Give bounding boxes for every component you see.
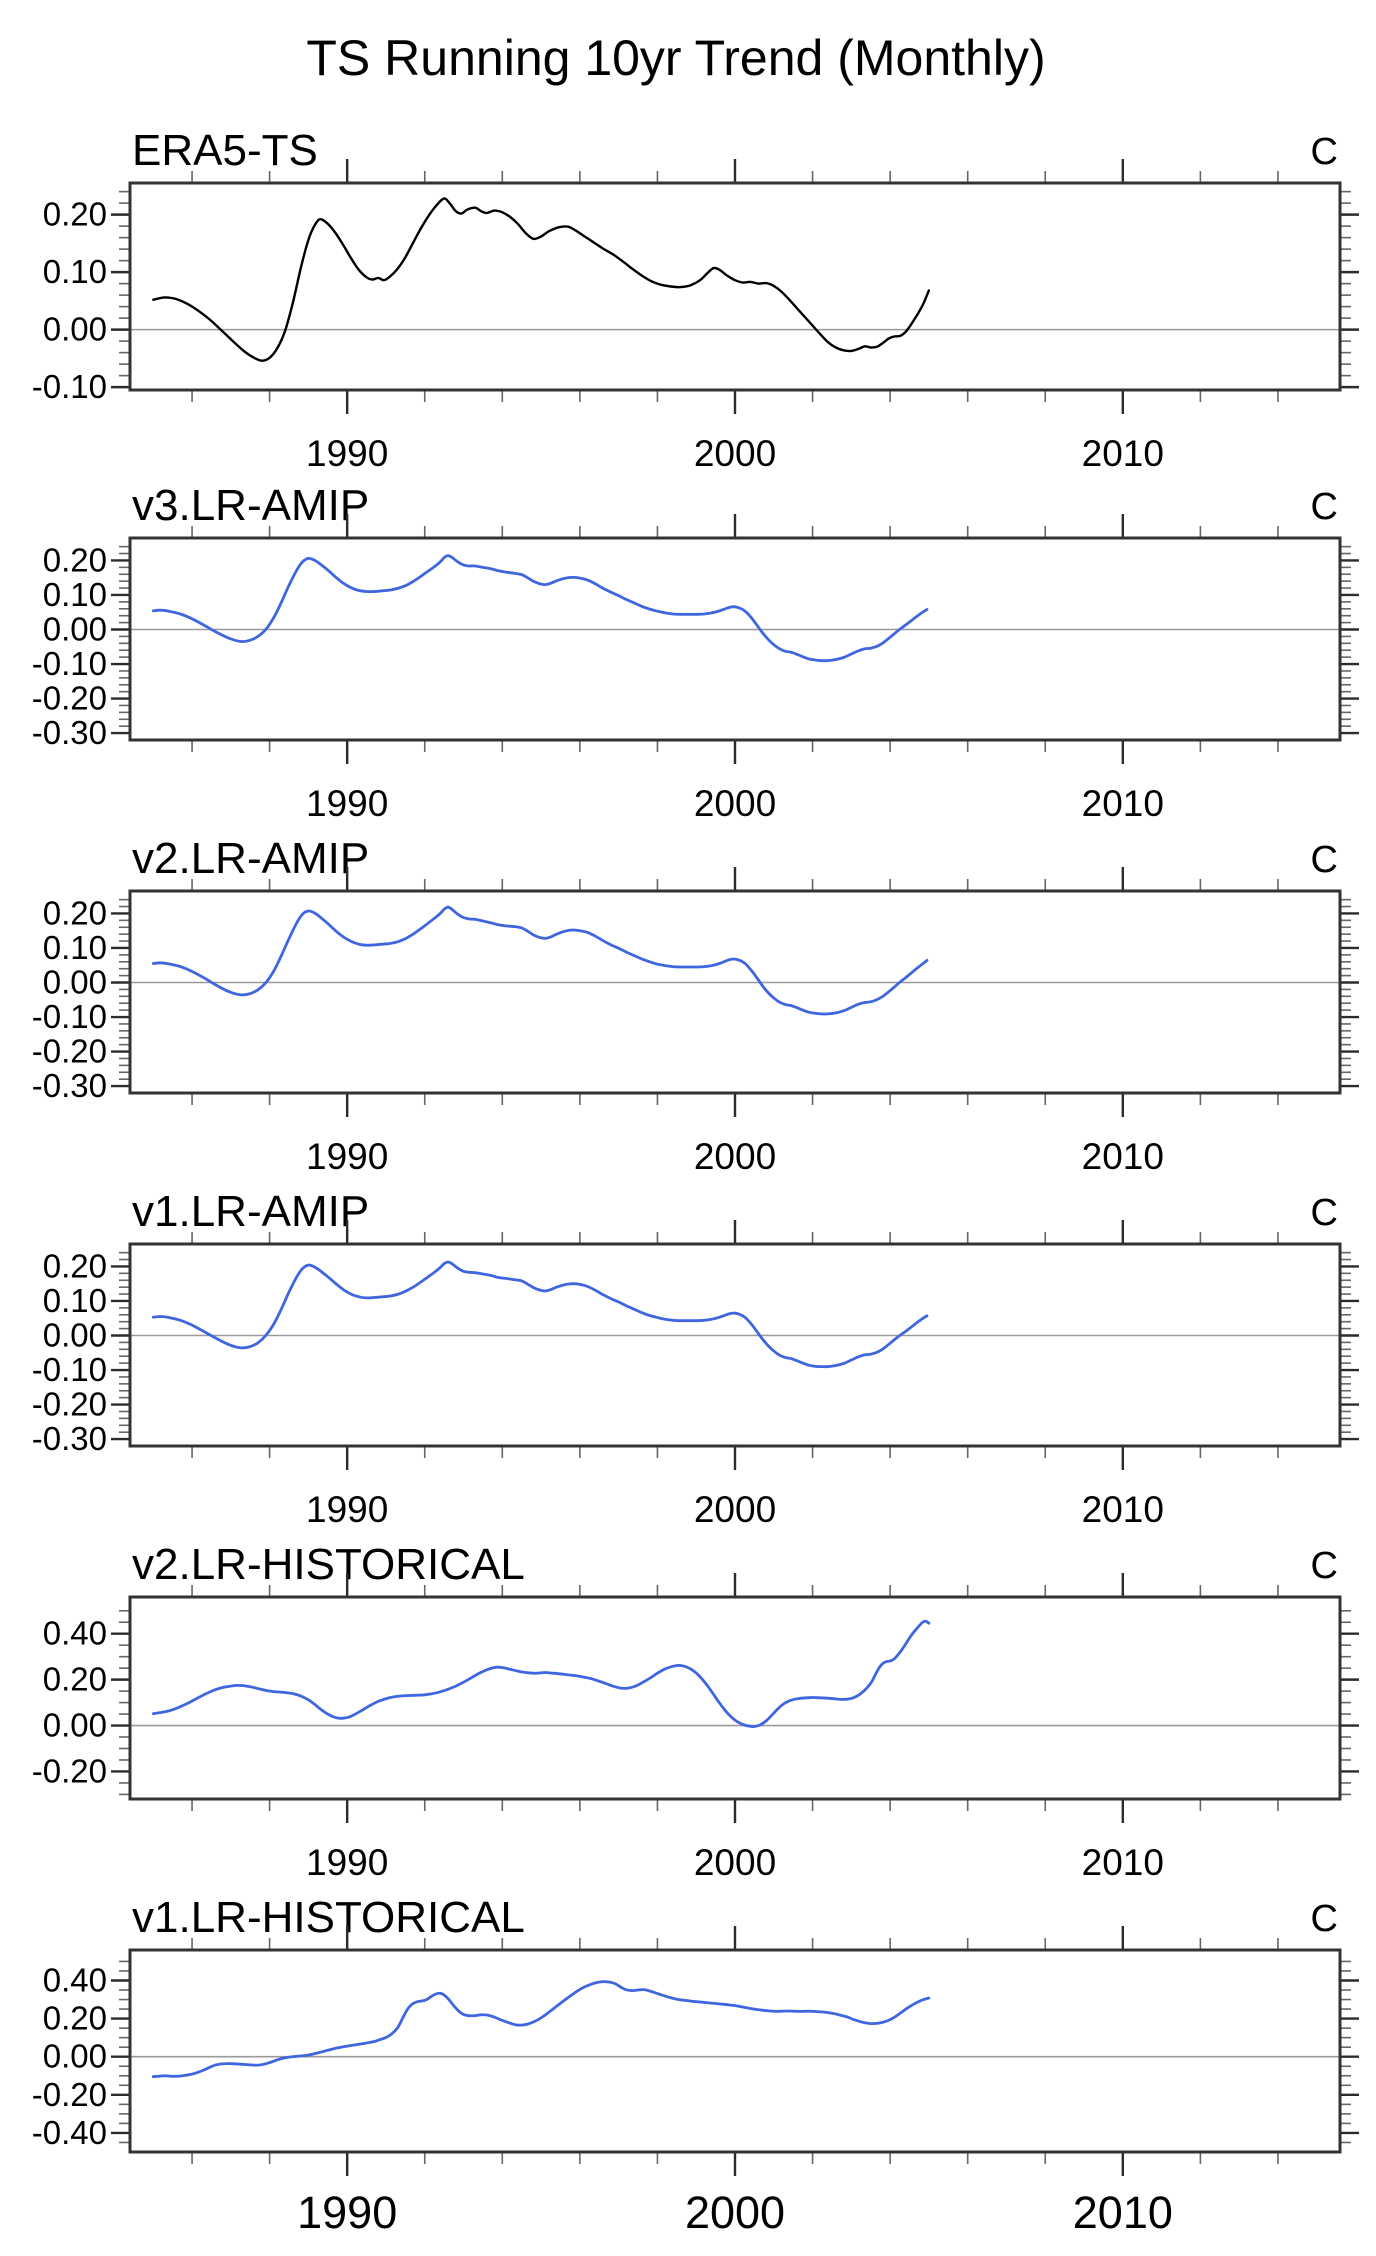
y-tick-label: -0.30 xyxy=(32,1067,107,1104)
panel-title: v3.LR-AMIP xyxy=(132,481,370,530)
y-tick-label: 0.20 xyxy=(43,1247,107,1284)
panel-v3-lr-amip: 0.200.100.00-0.10-0.20-0.30 1990 2000 2010 xyxy=(32,514,1359,824)
x-tick-label: 2010 xyxy=(1082,783,1164,824)
series-line-v1-lr-amip xyxy=(151,1260,929,1369)
y-tick-label: 0.00 xyxy=(43,1317,107,1354)
y-tick-label: -0.10 xyxy=(32,998,107,1035)
unit-label: C xyxy=(1310,131,1338,173)
x-tick-label: 1990 xyxy=(306,1136,388,1177)
x-tick-label: 2000 xyxy=(694,1842,776,1883)
panel-title: v2.LR-HISTORICAL xyxy=(132,1540,525,1589)
x-tick-label: 2010 xyxy=(1082,1489,1164,1530)
unit-label: C xyxy=(1310,486,1338,528)
page-title: TS Running 10yr Trend (Monthly) xyxy=(306,30,1046,86)
y-tick-label: 0.00 xyxy=(43,1707,107,1744)
x-tick-label: 1990 xyxy=(306,1489,388,1530)
x-tick-label: 1990 xyxy=(297,2187,397,2238)
y-tick-label: -0.20 xyxy=(32,1033,107,1070)
y-tick-label: 0.00 xyxy=(43,964,107,1001)
y-tick-label: 0.00 xyxy=(43,611,107,648)
plot-frame xyxy=(128,1595,1342,1801)
x-tick-label: 1990 xyxy=(306,433,388,474)
y-tick-label: -0.10 xyxy=(32,368,107,405)
y-tick-label: 0.40 xyxy=(43,1961,107,1998)
y-tick-label: -0.30 xyxy=(32,1420,107,1457)
x-tick-label: 2010 xyxy=(1082,433,1164,474)
panel-header-v1-lr-historical: v1.LR-HISTORICAL C xyxy=(130,1890,1340,1942)
panel-title: v1.LR-AMIP xyxy=(132,1187,370,1236)
panel-header-v1-lr-amip: v1.LR-AMIP C xyxy=(130,1184,1340,1236)
plot-frame xyxy=(128,1948,1342,2154)
panel-title: v1.LR-HISTORICAL xyxy=(132,1893,525,1942)
panel-era5-ts: 0.20 0.10 0.00 -0.10 1990 2000 2010 xyxy=(32,159,1359,474)
y-tick-label: 0.00 xyxy=(43,2038,107,2075)
panel-v2-lr-historical: 0.40 0.20 0.00 -0.20 1990 2000 2010 xyxy=(32,1573,1359,1883)
x-tick-label: 2010 xyxy=(1073,2187,1173,2238)
x-tick-label: 2000 xyxy=(694,433,776,474)
y-tick-label: 0.10 xyxy=(43,1282,107,1319)
panel-v1-lr-historical: 0.400.200.00-0.20-0.40 1990 2000 2010 xyxy=(32,1926,1359,2238)
y-tick-label: 0.20 xyxy=(43,2000,107,2037)
y-tick-label: -0.10 xyxy=(32,1351,107,1388)
series-line-era5-ts xyxy=(152,197,931,362)
y-tick-label: 0.10 xyxy=(43,929,107,966)
plot-frame xyxy=(128,181,1342,392)
plot-frame xyxy=(128,536,1342,742)
y-tick-label: 0.10 xyxy=(43,576,107,613)
y-tick-label: -0.30 xyxy=(32,714,107,751)
y-tick-label: 0.40 xyxy=(43,1615,107,1652)
y-tick-label: -0.20 xyxy=(32,1386,107,1423)
panel-v1-lr-amip: 0.200.100.00-0.10-0.20-0.30 1990 2000 2010 xyxy=(32,1220,1359,1530)
panel-header-v3-lr-amip: v3.LR-AMIP C xyxy=(130,478,1340,530)
series-line-v1-lr-historical xyxy=(151,1980,931,2079)
panel-header-v2-lr-historical: v2.LR-HISTORICAL C xyxy=(130,1537,1340,1589)
x-tick-label: 2000 xyxy=(694,783,776,824)
y-tick-label: -0.20 xyxy=(32,2076,107,2113)
series-line-v2-lr-amip xyxy=(151,905,929,1016)
panel-title: v2.LR-AMIP xyxy=(132,834,370,883)
panel-header-v2-lr-amip: v2.LR-AMIP C xyxy=(130,831,1340,883)
plot-frame xyxy=(128,889,1342,1095)
y-tick-label: -0.40 xyxy=(32,2114,107,2151)
x-tick-label: 2000 xyxy=(694,1136,776,1177)
y-tick-label: -0.10 xyxy=(32,645,107,682)
y-tick-label: 0.10 xyxy=(43,253,107,290)
y-tick-label: 0.20 xyxy=(43,1661,107,1698)
x-tick-label: 2000 xyxy=(685,2187,785,2238)
x-tick-label: 2010 xyxy=(1082,1136,1164,1177)
y-tick-label: -0.20 xyxy=(32,680,107,717)
unit-label: C xyxy=(1310,839,1338,881)
series-line-v2-lr-historical xyxy=(151,1619,931,1728)
unit-label: C xyxy=(1310,1898,1338,1940)
x-tick-label: 1990 xyxy=(306,783,388,824)
series-line-v3-lr-amip xyxy=(151,554,929,663)
y-tick-label: 0.00 xyxy=(43,311,107,348)
x-tick-label: 1990 xyxy=(306,1842,388,1883)
x-tick-label: 2010 xyxy=(1082,1842,1164,1883)
panel-v2-lr-amip: 0.200.100.00-0.10-0.20-0.30 1990 2000 2010 xyxy=(32,867,1359,1177)
panel-title: ERA5-TS xyxy=(132,126,318,175)
x-tick-label: 2000 xyxy=(694,1489,776,1530)
y-tick-label: 0.20 xyxy=(43,894,107,931)
plot-frame xyxy=(128,1242,1342,1448)
panel-header-era5-ts: ERA5-TS C xyxy=(130,123,1340,175)
y-tick-label: 0.20 xyxy=(43,196,107,233)
y-tick-label: 0.20 xyxy=(43,541,107,578)
unit-label: C xyxy=(1310,1545,1338,1587)
unit-label: C xyxy=(1310,1192,1338,1234)
y-tick-label: -0.20 xyxy=(32,1752,107,1789)
